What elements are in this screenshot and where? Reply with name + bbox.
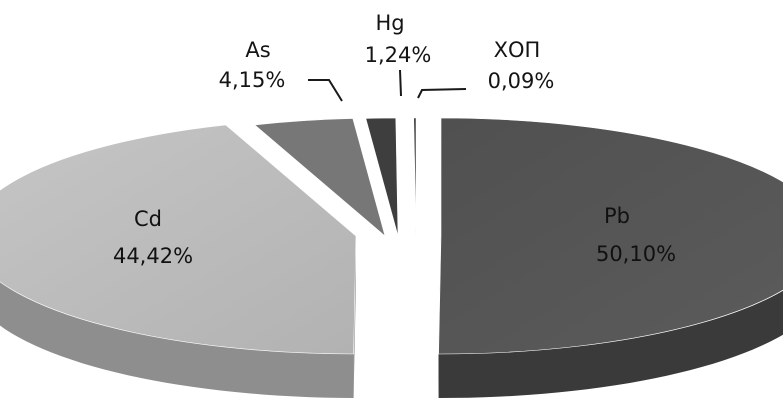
slice-label-hg-value: 1,24% [365,43,432,67]
leader-line-hg [399,69,402,97]
slice-label-khop-value: 0,09% [488,69,555,93]
slice-top-as [253,118,386,237]
slice-label-pb-name: Pb [604,204,630,228]
slice-side-pb [438,290,783,398]
slice-label-cd-name: Cd [134,207,162,231]
slice-label-pb-value: 50,10% [596,242,676,266]
leader-line-khop [417,88,467,99]
slice-top-cd [0,124,357,355]
slice-side-cd [0,281,354,398]
slice-top-khop [413,117,417,237]
slice-top-hg [365,117,399,237]
slice-label-cd-value: 44,42% [113,244,193,268]
slice-label-as-name: As [245,38,270,62]
slice-label-hg-name: Hg [375,11,404,35]
slice-top-pb [438,117,783,355]
slice-label-khop-name: ХОП [494,38,541,62]
slice-label-as-value: 4,15% [219,68,286,92]
leader-line-as [308,79,343,102]
